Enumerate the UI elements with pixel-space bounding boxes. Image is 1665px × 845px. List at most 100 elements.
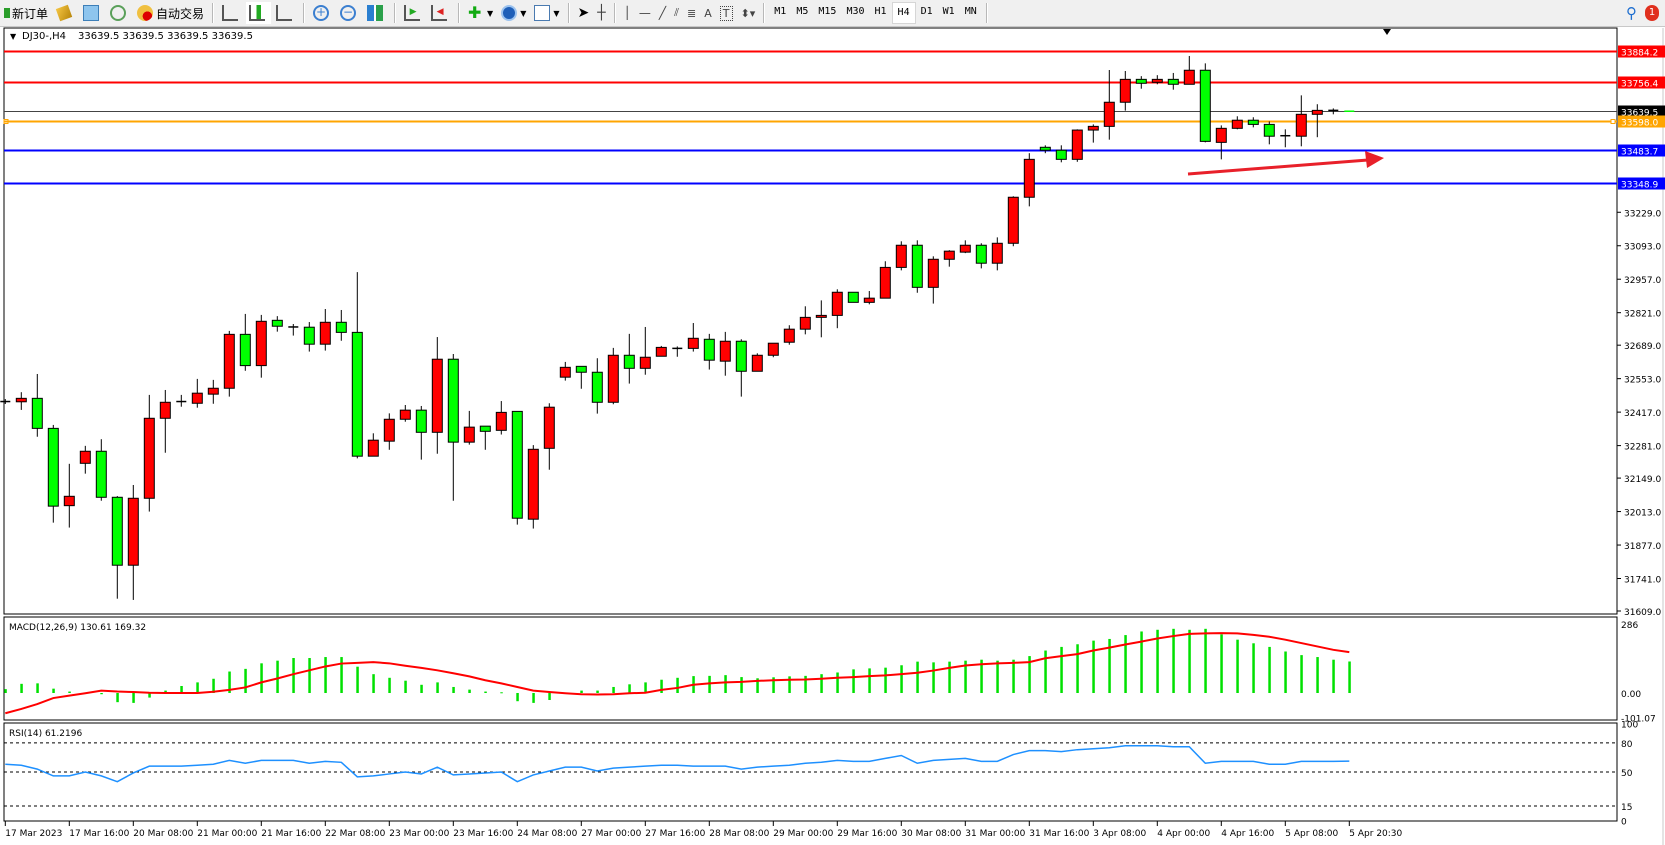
macd-bar <box>1316 657 1319 693</box>
timeframe-m1[interactable]: M1 <box>774 6 787 17</box>
vertical-line-tool[interactable]: │ <box>621 2 634 24</box>
candle <box>1135 76 1147 89</box>
candle <box>271 316 283 332</box>
chevron-down-icon: ▼ <box>487 8 494 18</box>
search-icon[interactable]: ⚲ <box>1626 4 1637 22</box>
navigator-button[interactable] <box>80 2 105 24</box>
candlestick-button[interactable] <box>246 2 272 24</box>
timeframe-m30[interactable]: M30 <box>846 6 865 17</box>
channel-tool[interactable]: ⫽ <box>671 2 682 24</box>
timeframe-m15[interactable]: M15 <box>818 6 837 17</box>
timeframe-d1[interactable]: D1 <box>920 6 933 17</box>
candle-body <box>431 358 443 433</box>
time-axis-label: 17 Mar 2023 <box>5 829 62 839</box>
candle-body <box>79 450 91 464</box>
tile-windows-button[interactable] <box>364 2 389 24</box>
zoom-in-icon: + <box>313 5 330 21</box>
separator <box>303 3 306 23</box>
candle <box>431 337 443 454</box>
signals-button[interactable] <box>107 2 132 24</box>
candle <box>943 250 955 267</box>
zoom-in-button[interactable]: + <box>310 2 335 24</box>
new-order-label: 新订单 <box>12 6 49 21</box>
new-order-icon <box>4 8 10 18</box>
arrows-tool[interactable]: ⬍▾ <box>738 2 759 24</box>
candle <box>575 365 587 389</box>
add-indicator-icon: ✚ <box>468 3 482 22</box>
timeframe-h4[interactable]: H4 <box>891 2 916 24</box>
macd-bar <box>964 660 967 693</box>
macd-bar <box>1092 640 1095 693</box>
candle-body <box>735 340 747 372</box>
candle-body <box>1151 78 1163 83</box>
macd-bar <box>676 677 679 693</box>
candle <box>447 354 459 501</box>
macd-bar <box>1300 655 1303 693</box>
text-label-tool[interactable]: T <box>717 2 736 24</box>
macd-bar <box>484 691 487 693</box>
candle-body <box>1311 109 1323 115</box>
market-watch-button[interactable] <box>53 2 78 24</box>
candle-body <box>927 258 939 288</box>
line-chart-button[interactable] <box>273 2 298 24</box>
macd-bar <box>68 691 71 693</box>
symbol-label: DJ30-,H4 <box>22 31 66 42</box>
notification-badge[interactable]: 1 <box>1645 5 1659 21</box>
timeframe-h1[interactable]: H1 <box>874 6 887 17</box>
macd-panel-frame <box>3 616 1618 721</box>
indicators-button[interactable]: ✚ ▼ <box>465 2 496 24</box>
time-axis-label: 4 Apr 00:00 <box>1157 829 1210 839</box>
timeframe-w1[interactable]: W1 <box>942 6 955 17</box>
signal-icon <box>110 5 127 21</box>
price-axis-label: 32957.0 <box>1624 276 1661 286</box>
candle-body <box>1167 78 1179 85</box>
time-axis-label: 27 Mar 16:00 <box>645 829 705 839</box>
chart-shift-button[interactable]: ◀ <box>428 2 453 24</box>
candle-body <box>1247 119 1259 125</box>
macd-bar <box>1172 628 1175 693</box>
timeframe-m5[interactable]: M5 <box>796 6 809 17</box>
templates-button[interactable]: ▼ <box>531 2 562 24</box>
macd-bar <box>20 683 23 693</box>
auto-scroll-button[interactable]: ▶ <box>401 2 426 24</box>
cursor-tool[interactable]: ➤ <box>575 2 593 24</box>
macd-bar <box>916 661 919 693</box>
candle-body <box>495 411 507 431</box>
zoom-out-button[interactable]: − <box>337 2 362 24</box>
crosshair-tool[interactable]: ┼ <box>594 2 608 24</box>
candle <box>319 308 331 351</box>
level-price-tag <box>1618 115 1665 128</box>
candle <box>1231 116 1243 130</box>
candle <box>1087 124 1099 143</box>
toolbar: 新订单 自动交易 + − ▶ ◀ ✚ ▼ ▼ ▼ ➤ ┼ │ — ╱ ⫽ ≣ A … <box>0 0 1665 27</box>
candle <box>1280 129 1291 148</box>
bar-chart-icon <box>222 5 239 21</box>
new-order-button[interactable]: 新订单 <box>1 2 51 24</box>
candle-body <box>303 326 315 345</box>
candle <box>1167 72 1179 90</box>
candle <box>399 404 411 422</box>
candle <box>511 410 523 525</box>
separator <box>985 3 988 23</box>
macd-bar <box>372 674 375 693</box>
candle-body <box>1119 78 1131 103</box>
macd-bar <box>36 683 39 693</box>
candle-body <box>623 354 635 369</box>
chart-shift-icon: ◀ <box>431 5 448 21</box>
trend-arrow-head-icon <box>1365 151 1384 168</box>
trendline-tool[interactable]: ╱ <box>656 2 669 24</box>
periods-button[interactable]: ▼ <box>498 2 529 24</box>
candle <box>527 445 539 529</box>
auto-trading-button[interactable]: 自动交易 <box>134 2 207 24</box>
fibonacci-tool[interactable]: ≣ <box>684 2 699 24</box>
horizontal-line-tool[interactable]: — <box>636 2 654 24</box>
macd-bar <box>340 657 343 693</box>
candle <box>335 309 347 341</box>
text-tool[interactable]: A <box>701 2 715 24</box>
candle-body <box>47 427 59 507</box>
macd-bar <box>868 668 871 693</box>
timeframe-mn[interactable]: MN <box>964 6 977 17</box>
bar-chart-button[interactable] <box>219 2 244 24</box>
trendline-icon: ╱ <box>658 6 667 20</box>
